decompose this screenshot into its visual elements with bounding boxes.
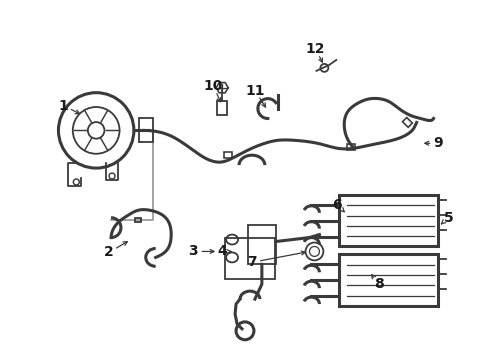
Text: 5: 5: [443, 211, 452, 225]
Bar: [339, 195, 438, 247]
Text: 12: 12: [305, 42, 325, 56]
Bar: [402, 117, 411, 127]
Text: 4: 4: [217, 244, 226, 258]
Bar: [224, 152, 232, 158]
Bar: [346, 144, 354, 150]
Bar: [247, 225, 275, 264]
Text: 9: 9: [433, 136, 443, 150]
Text: 3: 3: [188, 244, 198, 258]
Bar: [139, 118, 152, 142]
Text: 8: 8: [373, 277, 383, 291]
Bar: [224, 238, 274, 279]
Text: 1: 1: [59, 99, 68, 113]
Text: 2: 2: [104, 246, 114, 260]
Text: 7: 7: [246, 255, 256, 269]
Text: 11: 11: [244, 84, 264, 98]
Bar: [135, 218, 141, 222]
Bar: [339, 255, 438, 306]
Bar: [217, 100, 226, 114]
Text: 10: 10: [203, 79, 223, 93]
Text: 6: 6: [332, 198, 342, 212]
